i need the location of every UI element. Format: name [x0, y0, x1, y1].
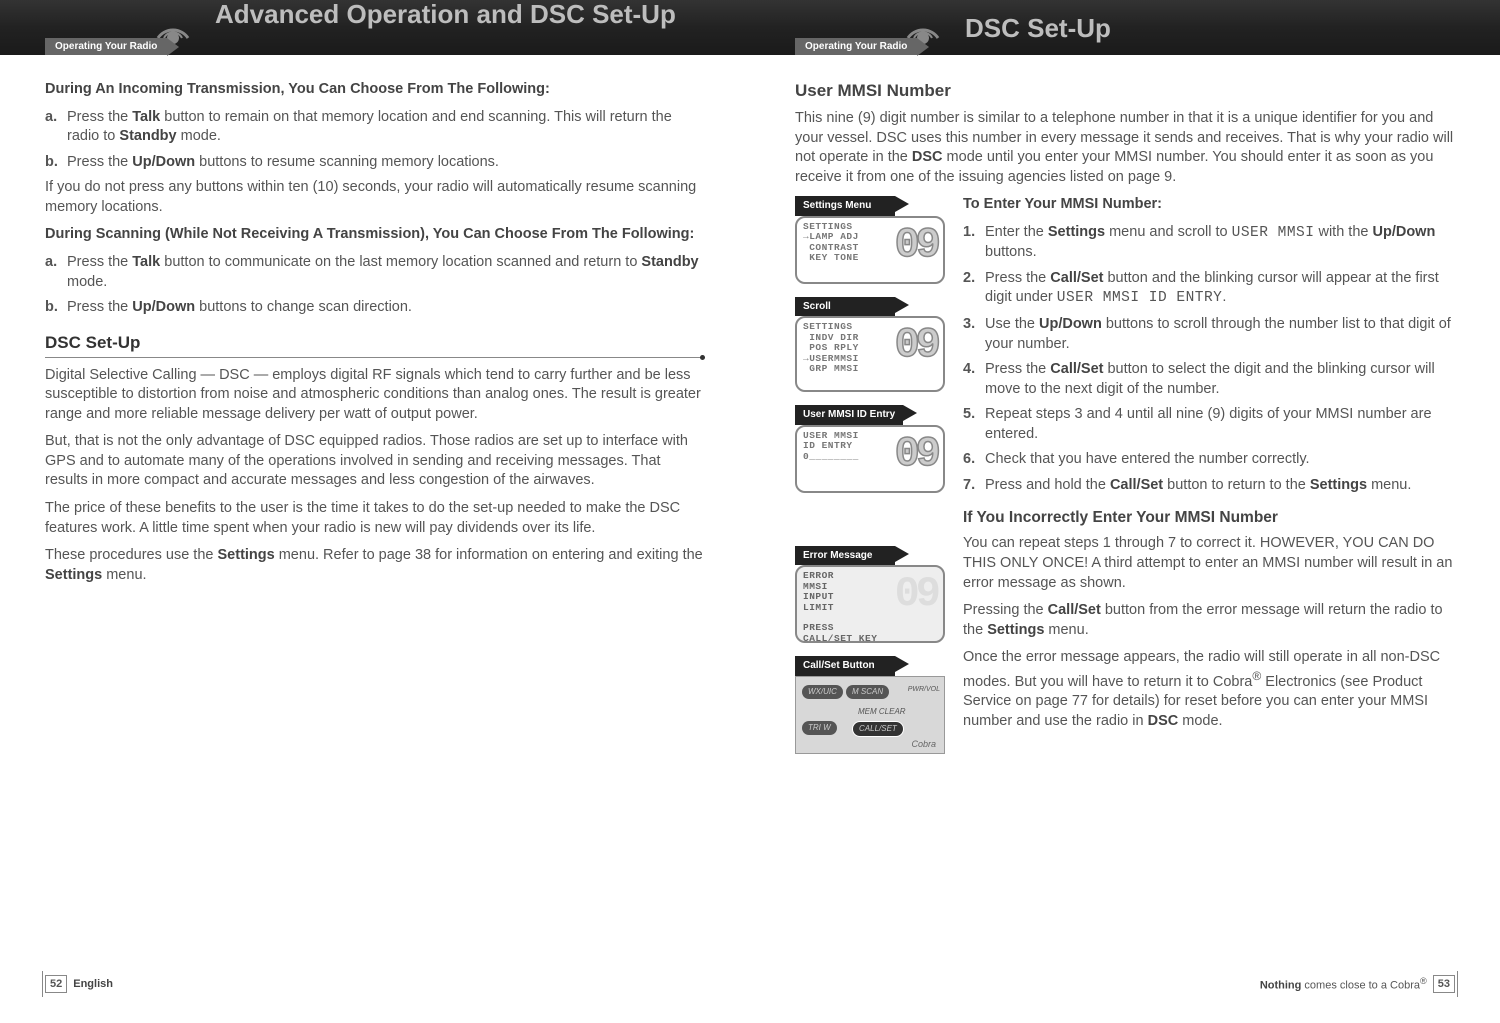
mmsi-para-intro: This nine (9) digit number is similar to… [795, 109, 1455, 187]
left-body: During An Incoming Transmission, You Can… [45, 80, 705, 585]
footer-left: 52 English [45, 975, 113, 993]
screen-label-4: Error Message [795, 546, 895, 566]
btn-mscan: M SCAN [846, 685, 889, 700]
t3: Use the Up/Down buttons to scroll throug… [985, 316, 1451, 352]
screen-scroll: Scroll SETTINGS INDV DIR POS RPLY →USERM… [795, 296, 945, 393]
m6: 6. [963, 450, 975, 470]
text-b1: Press the Up/Down buttons to resume scan… [67, 154, 499, 170]
m3: 3. [963, 315, 975, 335]
m7: 7. [963, 476, 975, 496]
text-a2: Press the Talk button to communicate on … [67, 254, 699, 290]
page-right: DSC Set-Up Operating Your Radio User MMS… [750, 0, 1500, 1023]
btn-pwr: PWR/VOL [908, 685, 940, 694]
marker-a1: a. [45, 108, 57, 128]
item-a2: a. Press the Talk button to communicate … [45, 253, 705, 292]
right-body: User MMSI Number This nine (9) digit num… [795, 80, 1455, 766]
incorrect-heading: If You Incorrectly Enter Your MMSI Numbe… [963, 508, 1455, 529]
m5: 5. [963, 405, 975, 425]
para-auto-resume: If you do not press any buttons within t… [45, 178, 705, 217]
text-a1: Press the Talk button to remain on that … [67, 109, 672, 145]
dsc-para-1: Digital Selective Calling — DSC — employ… [45, 366, 705, 425]
big09o-3: 09 [895, 433, 937, 475]
lcd-1: SETTINGS →LAMP ADJ CONTRAST KEY TONE 09 … [795, 216, 945, 284]
incoming-heading: During An Incoming Transmission, You Can… [45, 80, 705, 100]
screen-label-1: Settings Menu [795, 196, 895, 216]
t1: Enter the Settings menu and scroll to US… [985, 224, 1435, 261]
t2: Press the Call/Set button and the blinki… [985, 270, 1439, 306]
page-left: Advanced Operation and DSC Set-Up Operat… [0, 0, 750, 1023]
step-4: 4. Press the Call/Set button to select t… [963, 360, 1455, 399]
step-2: 2. Press the Call/Set button and the bli… [963, 269, 1455, 309]
enter-mmsi-heading: To Enter Your MMSI Number: [963, 195, 1455, 215]
btn-mem: MEM CLEAR [852, 705, 912, 720]
screen-label-5: Call/Set Button [795, 656, 895, 676]
screen-error: Error Message ERROR MMSI INPUT LIMIT PRE… [795, 545, 945, 644]
footer-lang: English [73, 978, 113, 990]
footer-tagline: Nothing comes close to a Cobra® [1260, 976, 1427, 992]
page-num-left: 52 [45, 975, 67, 993]
footer-right: Nothing comes close to a Cobra® 53 [1260, 975, 1455, 993]
screen-callset-button: Call/Set Button WX/UIC M SCAN MEM CLEAR … [795, 655, 945, 754]
text-column: To Enter Your MMSI Number: 1. Enter the … [963, 195, 1455, 766]
header-tab-left: Operating Your Radio [45, 38, 167, 55]
dsc-para-4: These procedures use the Settings menu. … [45, 546, 705, 585]
screen-settings-menu: Settings Menu SETTINGS →LAMP ADJ CONTRAS… [795, 195, 945, 284]
header-title-right: DSC Set-Up [965, 14, 1111, 43]
screen-mmsi-entry: User MMSI ID Entry USER MMSI ID ENTRY 0_… [795, 404, 945, 493]
header-bar-left: Advanced Operation and DSC Set-Up Operat… [0, 0, 750, 55]
dsc-para-2: But, that is not the only advantage of D… [45, 432, 705, 491]
cobra-logo: Cobra [911, 738, 936, 750]
incorrect-p2: Pressing the Call/Set button from the er… [963, 601, 1455, 640]
right-two-col: Settings Menu SETTINGS →LAMP ADJ CONTRAS… [795, 195, 1455, 766]
screen-label-3: User MMSI ID Entry [795, 405, 903, 425]
t6: Check that you have entered the number c… [985, 451, 1310, 467]
header-tab-right: Operating Your Radio [795, 38, 917, 55]
t4: Press the Call/Set button to select the … [985, 361, 1435, 397]
m2: 2. [963, 269, 975, 289]
header-title-left: Advanced Operation and DSC Set-Up [215, 0, 676, 29]
item-a1: a. Press the Talk button to remain on th… [45, 108, 705, 147]
marker-a2: a. [45, 253, 57, 273]
m4: 4. [963, 360, 975, 380]
marker-b2: b. [45, 298, 58, 318]
big09-4: 09 [895, 573, 937, 615]
btn-wx: WX/UIC [802, 685, 843, 700]
scanning-heading: During Scanning (While Not Receiving A T… [45, 225, 705, 245]
step-6: 6. Check that you have entered the numbe… [963, 450, 1455, 470]
lcd-2: SETTINGS INDV DIR POS RPLY →USERMMSI GRP… [795, 316, 945, 392]
text-b2: Press the Up/Down buttons to change scan… [67, 299, 412, 315]
header-bar-right: DSC Set-Up Operating Your Radio [750, 0, 1500, 55]
t5: Repeat steps 3 and 4 until all nine (9) … [985, 406, 1432, 442]
step-5: 5. Repeat steps 3 and 4 until all nine (… [963, 405, 1455, 444]
button-panel: WX/UIC M SCAN MEM CLEAR TRI W CALL/SET P… [795, 676, 945, 754]
item-b2: b. Press the Up/Down buttons to change s… [45, 298, 705, 318]
big09o-1: 09 [895, 224, 937, 266]
t7: Press and hold the Call/Set button to re… [985, 477, 1411, 493]
lcd-4: ERROR MMSI INPUT LIMIT PRESS CALL/SET KE… [795, 565, 945, 643]
big09o-2: 09 [895, 324, 937, 366]
marker-b1: b. [45, 153, 58, 173]
btn-callset: CALL/SET [852, 721, 904, 738]
btn-triw: TRI W [802, 721, 837, 736]
incorrect-p3: Once the error message appears, the radi… [963, 648, 1455, 731]
lcd-3: USER MMSI ID ENTRY 0________ 09 09 [795, 425, 945, 493]
incorrect-p1: You can repeat steps 1 through 7 to corr… [963, 534, 1455, 593]
page-num-right: 53 [1433, 975, 1455, 993]
screen-column: Settings Menu SETTINGS →LAMP ADJ CONTRAS… [795, 195, 945, 766]
dsc-section-head: DSC Set-Up [45, 332, 705, 358]
step-3: 3. Use the Up/Down buttons to scroll thr… [963, 315, 1455, 354]
mmsi-heading: User MMSI Number [795, 80, 1455, 103]
dsc-para-3: The price of these benefits to the user … [45, 499, 705, 538]
step-1: 1. Enter the Settings menu and scroll to… [963, 223, 1455, 263]
step-7: 7. Press and hold the Call/Set button to… [963, 476, 1455, 496]
m1: 1. [963, 223, 975, 243]
item-b1: b. Press the Up/Down buttons to resume s… [45, 153, 705, 173]
screen-label-2: Scroll [795, 297, 895, 317]
